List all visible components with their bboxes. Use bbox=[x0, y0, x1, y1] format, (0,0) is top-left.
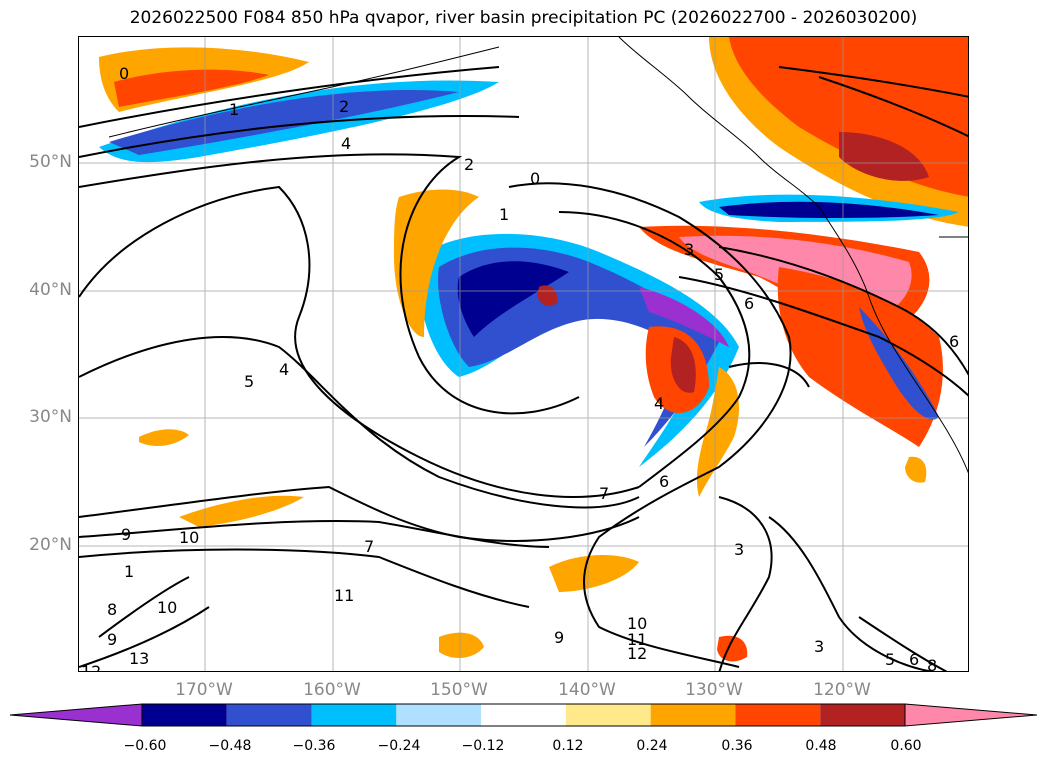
contour-label: 9 bbox=[554, 628, 564, 647]
colorbar-segment bbox=[481, 704, 566, 726]
map-plot: 0 1 2 4 0 2 1 3 5 6 4 5 9 10 1 8 10 9 13… bbox=[79, 37, 968, 672]
colorbar-tick: −0.24 bbox=[377, 738, 421, 754]
colorbar-tick: −0.48 bbox=[208, 738, 252, 754]
lon-label-170w: 170°W bbox=[175, 680, 233, 700]
lon-label-140w: 140°W bbox=[558, 680, 616, 700]
colorbar-tick: 0.12 bbox=[552, 738, 584, 754]
contour-labels: 0 1 2 4 0 2 1 3 5 6 4 5 9 10 1 8 10 9 13… bbox=[81, 64, 959, 672]
contour-label: 12 bbox=[81, 662, 101, 672]
contour-label: 4 bbox=[279, 360, 289, 379]
contour-label: 8 bbox=[927, 656, 937, 672]
contour-label: 13 bbox=[129, 649, 149, 668]
contour-label: 4 bbox=[654, 394, 664, 413]
contour-label: 9 bbox=[121, 525, 131, 544]
map-panel: 0 1 2 4 0 2 1 3 5 6 4 5 9 10 1 8 10 9 13… bbox=[78, 36, 969, 672]
colorbar-segment bbox=[820, 704, 905, 726]
contour-label: 2 bbox=[339, 97, 349, 116]
contour-label: 10 bbox=[157, 598, 177, 617]
lon-label-150w: 150°W bbox=[430, 680, 488, 700]
lat-label-40n: 40°N bbox=[29, 280, 72, 300]
contour-label: 6 bbox=[949, 332, 959, 351]
map-title: 2026022500 F084 850 hPa qvapor, river ba… bbox=[129, 8, 918, 28]
contour-label: 3 bbox=[734, 540, 744, 559]
colorbar-tick: 0.60 bbox=[890, 738, 922, 754]
lat-label-20n: 20°N bbox=[29, 535, 72, 555]
colorbar-segment bbox=[735, 704, 821, 726]
colorbar-segment bbox=[565, 704, 651, 726]
colorbar-segment bbox=[650, 704, 736, 726]
colorbar-tick: 0.48 bbox=[805, 738, 837, 754]
contour-label: 5 bbox=[885, 650, 895, 669]
colorbar-segment bbox=[142, 704, 227, 726]
contour-label: 8 bbox=[107, 600, 117, 619]
contour-label: 3 bbox=[684, 240, 694, 259]
contour-label: 1 bbox=[229, 100, 239, 119]
colorbar-tick: −0.12 bbox=[461, 738, 505, 754]
qvapor-contours bbox=[79, 66, 968, 671]
contour-label: 10 bbox=[179, 528, 199, 547]
colorbar-tick: 0.36 bbox=[721, 738, 753, 754]
colorbar-tick: 0.24 bbox=[636, 738, 668, 754]
contour-label: 9 bbox=[107, 630, 117, 649]
lat-label-30n: 30°N bbox=[29, 407, 72, 427]
contour-label: 4 bbox=[341, 134, 351, 153]
contour-label: 1 bbox=[499, 205, 509, 224]
contour-label: 2 bbox=[464, 155, 474, 174]
colorbar-segment bbox=[396, 704, 482, 726]
lat-label-50n: 50°N bbox=[29, 152, 72, 172]
contour-label: 5 bbox=[714, 265, 724, 284]
contour-label: 6 bbox=[909, 650, 919, 669]
contour-label: 0 bbox=[119, 64, 129, 83]
colorbar-outline bbox=[141, 703, 906, 727]
contour-label: 6 bbox=[744, 294, 754, 313]
colorbar-tick: −0.60 bbox=[123, 738, 167, 754]
contour-label: 7 bbox=[364, 537, 374, 556]
colorbar-extend-low bbox=[10, 703, 143, 727]
coastlines bbox=[108, 37, 968, 474]
colorbar bbox=[10, 703, 1037, 727]
colorbar-extend-high bbox=[904, 703, 1037, 727]
lon-label-120w: 120°W bbox=[813, 680, 871, 700]
contour-label: 10 bbox=[627, 614, 647, 633]
precip-fill-layer bbox=[99, 37, 968, 662]
contour-label: 11 bbox=[627, 630, 647, 649]
contour-label: 1 bbox=[124, 562, 134, 581]
contour-label: 11 bbox=[334, 586, 354, 605]
contour-label: 0 bbox=[530, 169, 540, 188]
lon-label-130w: 130°W bbox=[685, 680, 743, 700]
contour-label: 12 bbox=[627, 644, 647, 663]
graticule bbox=[79, 37, 968, 671]
colorbar-segment bbox=[311, 704, 397, 726]
colorbar-tick: −0.36 bbox=[292, 738, 336, 754]
contour-label: 3 bbox=[814, 637, 824, 656]
contour-label: 5 bbox=[244, 372, 254, 391]
contour-label: 7 bbox=[599, 484, 609, 503]
colorbar-segment bbox=[226, 704, 312, 726]
contour-label: 6 bbox=[659, 472, 669, 491]
lon-label-160w: 160°W bbox=[303, 680, 361, 700]
